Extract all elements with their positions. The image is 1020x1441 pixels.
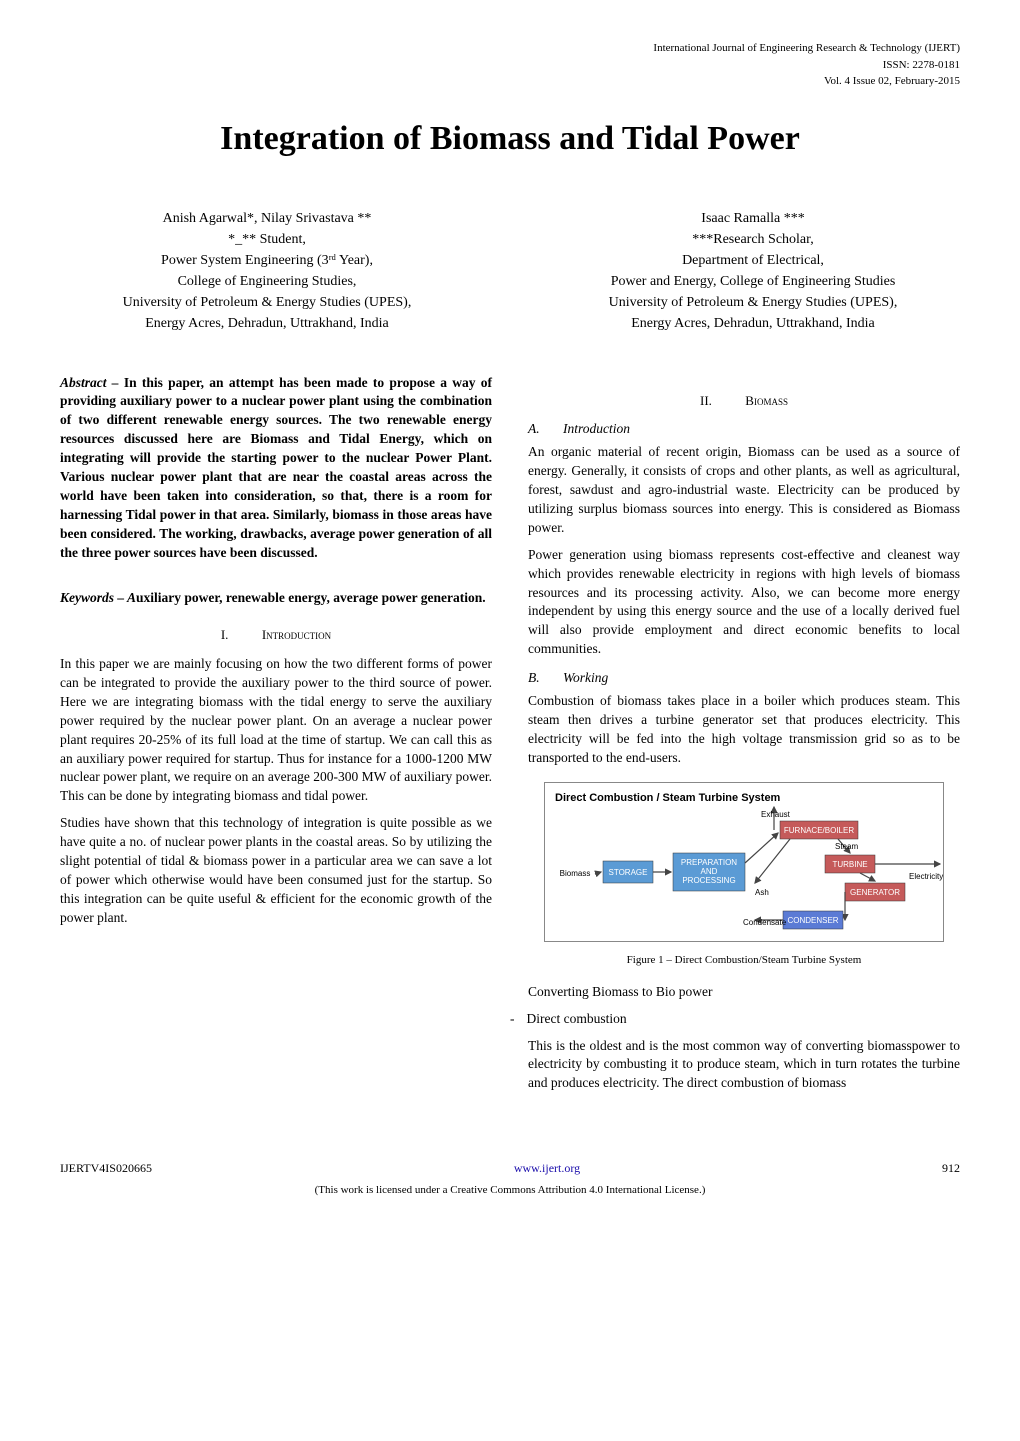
author-block-right: Isaac Ramalla *** ***Research Scholar, D… [546,208,960,334]
journal-issn: ISSN: 2278-0181 [60,57,960,74]
section-number: II. [700,392,712,410]
keywords-label: Keywords – A [60,590,136,605]
biomass-a-p2: Power generation using biomass represent… [528,546,960,659]
svg-text:AND: AND [701,867,718,876]
svg-text:Exhaust: Exhaust [761,810,791,819]
subsection-label: A. [528,420,540,439]
svg-text:Electricity: Electricity [909,872,943,881]
column-right: II. Biomass A. Introduction An organic m… [528,374,960,1102]
author-left-line: *_** Student, [60,229,474,250]
svg-text:TURBINE: TURBINE [832,860,867,869]
abstract-para: Abstract – In this paper, an attempt has… [60,374,492,563]
column-left: Abstract – In this paper, an attempt has… [60,374,492,1102]
svg-text:Biomass: Biomass [560,869,591,878]
author-left-line: Power System Engineering (3ʳᵈ Year), [60,250,474,271]
journal-name: International Journal of Engineering Res… [60,40,960,57]
svg-text:STORAGE: STORAGE [609,868,648,877]
author-right-line: Energy Acres, Dehradun, Uttrakhand, Indi… [546,313,960,334]
author-right-line: Power and Energy, College of Engineering… [546,271,960,292]
paper-title: Integration of Biomass and Tidal Power [60,120,960,158]
subsection-title: Working [563,670,608,685]
subsection-b: B. Working [528,669,960,688]
intro-p1: In this paper we are mainly focusing on … [60,655,492,806]
abstract-text: In this paper, an attempt has been made … [60,375,492,560]
journal-vol: Vol. 4 Issue 02, February-2015 [60,73,960,90]
svg-text:PROCESSING: PROCESSING [682,876,735,885]
author-right-line: University of Petroleum & Energy Studies… [546,292,960,313]
direct-combustion-label: Direct combustion [527,1010,627,1029]
flowchart-diagram: Direct Combustion / Steam Turbine System… [544,782,944,942]
author-left-line: Energy Acres, Dehradun, Uttrakhand, Indi… [60,313,474,334]
author-left-line: University of Petroleum & Energy Studies… [60,292,474,313]
svg-text:FURNACE/BOILER: FURNACE/BOILER [784,826,854,835]
body-columns: Abstract – In this paper, an attempt has… [60,374,960,1102]
authors-row: Anish Agarwal*, Nilay Srivastava ** *_**… [60,208,960,334]
biomass-b-p1: Combustion of biomass takes place in a b… [528,692,960,768]
biomass-a-p1: An organic material of recent origin, Bi… [528,443,960,537]
figure-1: Direct Combustion / Steam Turbine System… [528,782,960,969]
subsection-label: B. [528,669,540,688]
page-footer: IJERTV4IS020665 www.ijert.org 912 [60,1161,960,1176]
subsection-title: Introduction [563,421,630,436]
footer-page-number: 912 [942,1161,960,1176]
subsection-a: A. Introduction [528,420,960,439]
bullet-dash: - [510,1010,515,1029]
footer-license: (This work is licensed under a Creative … [60,1184,960,1196]
footer-link[interactable]: www.ijert.org [514,1161,580,1176]
direct-combustion-p: This is the oldest and is the most commo… [528,1037,960,1094]
intro-p2: Studies have shown that this technology … [60,814,492,927]
svg-text:Condensate: Condensate [743,918,787,927]
section-title: Introduction [262,627,331,642]
keywords-para: Keywords – Auxiliary power, renewable en… [60,589,492,608]
svg-text:GENERATOR: GENERATOR [850,888,900,897]
section-intro-header: I. Introduction [60,626,492,645]
svg-text:PREPARATION: PREPARATION [681,858,737,867]
converting-title: Converting Biomass to Bio power [528,983,960,1002]
bullet-direct-combustion: - Direct combustion [510,1010,960,1029]
section-title: Biomass [745,393,788,408]
author-left-line: College of Engineering Studies, [60,271,474,292]
author-left-line: Anish Agarwal*, Nilay Srivastava ** [60,208,474,229]
section-number: I. [221,626,229,644]
journal-header: International Journal of Engineering Res… [60,40,960,90]
figure-1-caption: Figure 1 – Direct Combustion/Steam Turbi… [528,953,960,968]
author-right-line: Department of Electrical, [546,250,960,271]
svg-text:CONDENSER: CONDENSER [787,916,838,925]
section-biomass-header: II. Biomass [528,392,960,411]
author-right-line: Isaac Ramalla *** [546,208,960,229]
abstract-label: Abstract – [60,375,124,390]
keywords-text: uxiliary power, renewable energy, averag… [136,590,486,605]
svg-text:Direct Combustion / Steam Turb: Direct Combustion / Steam Turbine System [555,792,781,804]
author-right-line: ***Research Scholar, [546,229,960,250]
svg-text:Steam: Steam [835,842,858,851]
footer-left: IJERTV4IS020665 [60,1161,152,1176]
author-block-left: Anish Agarwal*, Nilay Srivastava ** *_**… [60,208,474,334]
svg-text:Ash: Ash [755,888,769,897]
